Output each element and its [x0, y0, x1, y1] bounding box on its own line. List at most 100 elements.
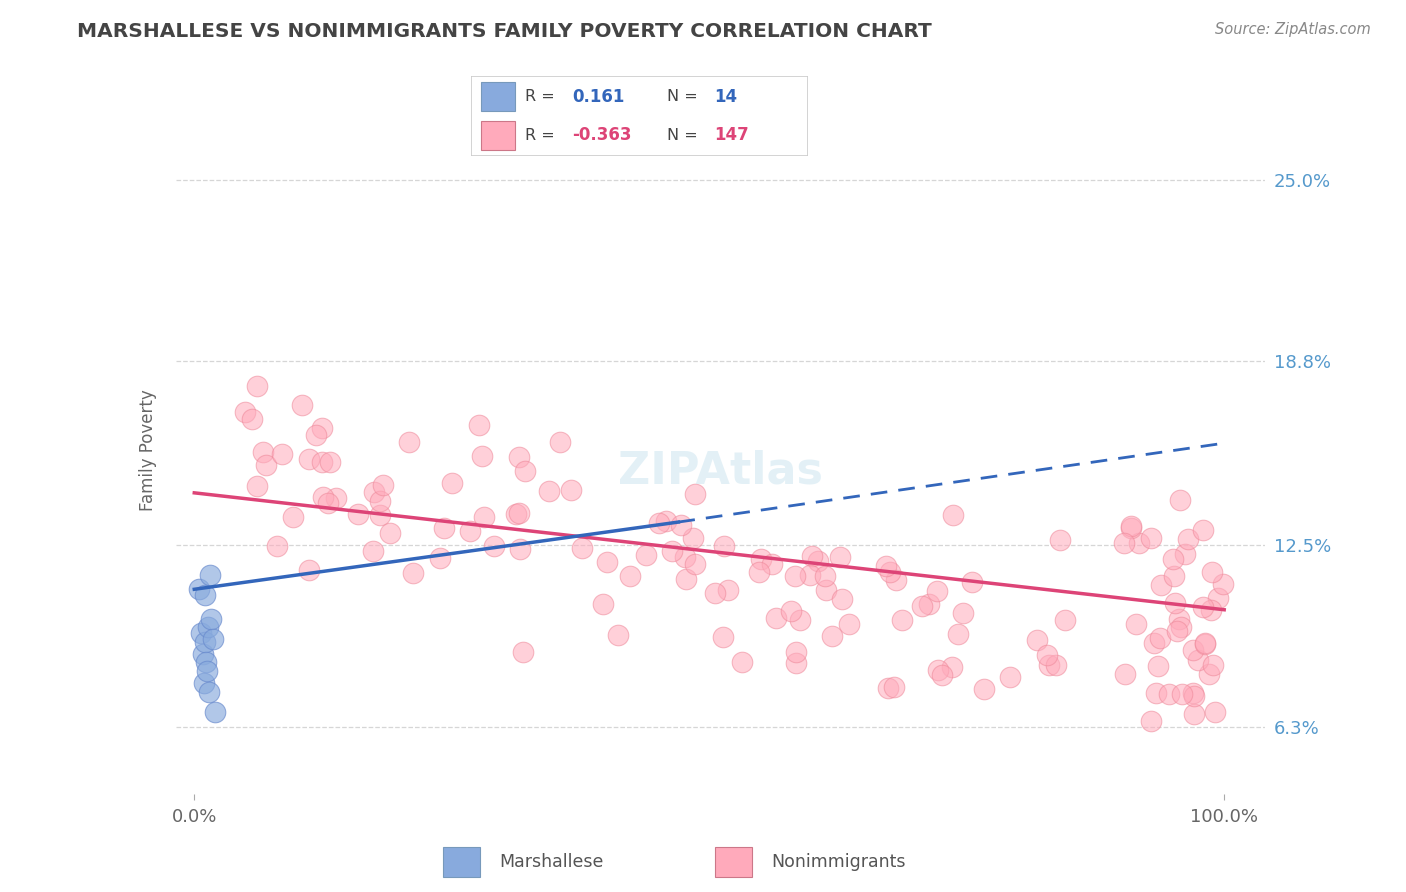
Point: [1192, 599, 1215, 614]
Point: [875, 559, 897, 574]
Point: [669, 518, 692, 533]
Point: [877, 681, 900, 695]
Bar: [716, 847, 752, 877]
Point: [1198, 666, 1220, 681]
Point: [398, 434, 420, 449]
Point: [246, 479, 269, 493]
Point: [592, 597, 614, 611]
Text: Nonimmigrants: Nonimmigrants: [770, 853, 905, 871]
Point: [254, 458, 277, 473]
Point: [1053, 613, 1076, 627]
Point: [312, 490, 335, 504]
Point: [1149, 631, 1171, 645]
Point: [1171, 688, 1194, 702]
Point: [246, 379, 269, 393]
Point: [368, 494, 391, 508]
Text: 14: 14: [714, 87, 737, 105]
Point: [347, 507, 370, 521]
Point: [952, 606, 974, 620]
Point: [195, 664, 218, 678]
Point: [1192, 523, 1215, 537]
Point: [252, 445, 274, 459]
Point: [373, 478, 395, 492]
Point: [560, 483, 582, 497]
Point: [197, 684, 219, 698]
Point: [311, 455, 333, 469]
Point: [200, 611, 222, 625]
Point: [783, 569, 806, 583]
Point: [1202, 658, 1225, 673]
Point: [1206, 591, 1229, 606]
Point: [1150, 577, 1173, 591]
Point: [883, 680, 905, 694]
Point: [891, 613, 914, 627]
Point: [484, 539, 506, 553]
Point: [1212, 576, 1234, 591]
Point: [918, 597, 941, 611]
Point: [607, 627, 630, 641]
Point: [1177, 533, 1199, 547]
Point: [1140, 531, 1163, 545]
Point: [1045, 657, 1067, 672]
Point: [1049, 533, 1071, 547]
Point: [1125, 617, 1147, 632]
Point: [838, 617, 860, 632]
Point: [942, 508, 965, 522]
Text: R =: R =: [524, 128, 555, 143]
Point: [1121, 521, 1143, 535]
Point: [799, 568, 821, 582]
Point: [1119, 519, 1142, 533]
Point: [311, 421, 333, 435]
Point: [1161, 552, 1184, 566]
Point: [283, 510, 305, 524]
Text: MARSHALLESE VS NONIMMIGRANTS FAMILY POVERTY CORRELATION CHART: MARSHALLESE VS NONIMMIGRANTS FAMILY POVE…: [77, 22, 932, 41]
Point: [1025, 633, 1047, 648]
Point: [538, 484, 561, 499]
Bar: [443, 847, 481, 877]
Point: [785, 657, 807, 671]
Point: [440, 475, 463, 490]
Text: N =: N =: [666, 89, 697, 104]
Bar: [481, 120, 515, 150]
Point: [911, 599, 934, 614]
Point: [363, 544, 385, 558]
Point: [1036, 648, 1059, 662]
Point: [548, 435, 571, 450]
Point: [193, 675, 215, 690]
Point: [655, 514, 678, 528]
Point: [1144, 686, 1167, 700]
Point: [191, 647, 214, 661]
Point: [619, 569, 641, 583]
Point: [433, 520, 456, 534]
Point: [807, 554, 830, 568]
Text: Source: ZipAtlas.com: Source: ZipAtlas.com: [1215, 22, 1371, 37]
Point: [879, 565, 901, 579]
Text: ZIPAtlas: ZIPAtlas: [619, 450, 823, 492]
Point: [1038, 658, 1060, 673]
Point: [1166, 624, 1188, 639]
Point: [290, 398, 312, 412]
Point: [661, 544, 683, 558]
Point: [471, 449, 494, 463]
Point: [717, 582, 740, 597]
Point: [197, 620, 219, 634]
Text: -0.363: -0.363: [572, 127, 631, 145]
Point: [1114, 536, 1136, 550]
Point: [571, 541, 593, 555]
Point: [831, 591, 853, 606]
Point: [1147, 659, 1170, 673]
Point: [1139, 714, 1161, 728]
Point: [318, 496, 340, 510]
Point: [266, 540, 288, 554]
Point: [731, 655, 754, 669]
Point: [711, 630, 734, 644]
Point: [270, 447, 292, 461]
Point: [508, 506, 530, 520]
Point: [634, 548, 657, 562]
Point: [800, 549, 823, 563]
Point: [1182, 642, 1205, 657]
Point: [515, 464, 537, 478]
Text: 147: 147: [714, 127, 749, 145]
Point: [298, 563, 321, 577]
Point: [960, 574, 983, 589]
